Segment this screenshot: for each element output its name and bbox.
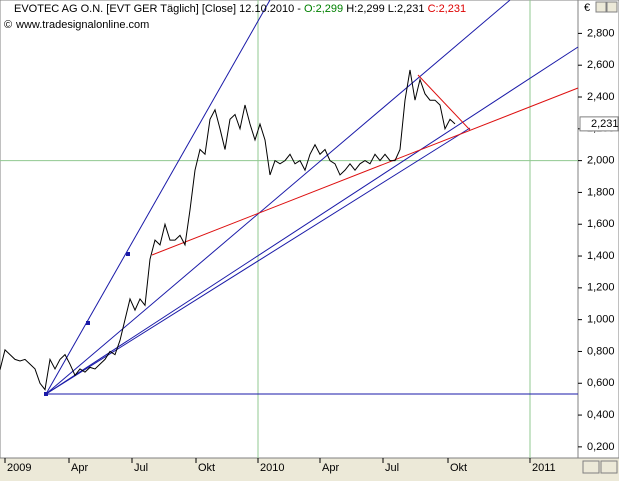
grid — [0, 0, 578, 458]
plot — [0, 69, 456, 391]
x-tick-label: Apr — [322, 462, 339, 474]
y-tick-label: 1,400 — [587, 250, 615, 262]
chart-title: EVOTEC AG O.N. [EVT GER Täglich] [Close]… — [14, 3, 466, 15]
x-tick-label: 2011 — [532, 462, 556, 474]
plot-frame — [0, 0, 579, 459]
y-tick-label: 0,200 — [587, 441, 615, 453]
anchor — [44, 392, 48, 396]
y-tick-label: 0,600 — [587, 377, 615, 389]
trend-line — [417, 74, 471, 131]
y-tick-label: 2,800 — [587, 27, 615, 39]
y-tick-label: 0,400 — [587, 409, 615, 421]
scroll-button[interactable] — [582, 460, 600, 474]
y-tick-label: 1,800 — [587, 186, 615, 198]
x-tick-label: Jul — [385, 462, 399, 474]
y-tick-label: 1,200 — [587, 282, 615, 294]
button[interactable] — [595, 1, 607, 13]
y-tick-label: 1,600 — [587, 218, 615, 230]
x-tick-label: Okt — [198, 462, 215, 474]
y-tick-label: 2,400 — [587, 91, 615, 103]
fan-line — [45, 0, 271, 395]
trend-line — [151, 87, 579, 256]
scroll-button[interactable] — [600, 460, 618, 474]
y-tick-label: 2,600 — [587, 59, 615, 71]
subtitle: www.tradesignalonline.com — [15, 19, 149, 31]
x-tick-label: Jul — [134, 462, 148, 474]
open: O:2,299 — [304, 3, 343, 15]
button[interactable] — [606, 1, 618, 13]
x-tick-label: Okt — [450, 462, 467, 474]
fan-line — [45, 46, 579, 395]
x-tick-label: 2010 — [260, 462, 284, 474]
x-tick-label: 2009 — [7, 462, 31, 474]
anchor — [126, 252, 130, 256]
anchor — [86, 321, 90, 325]
high: H:2,299 — [346, 3, 385, 15]
price-line — [0, 69, 456, 391]
subtitle-icon: © — [4, 19, 12, 31]
x-axis-panel — [0, 458, 619, 481]
y-tick-label: 2,000 — [587, 155, 615, 167]
current-price-box — [579, 116, 619, 132]
y-unit: € — [584, 2, 590, 14]
y-tick-label: 0,800 — [587, 345, 615, 357]
close: C:2,231 — [428, 3, 467, 15]
title: EVOTEC AG O.N. [EVT GER Täglich] [Close]… — [14, 3, 301, 15]
y-tick-label: 1,000 — [587, 314, 615, 326]
low: L:2,231 — [388, 3, 425, 15]
x-tick-label: Apr — [71, 462, 88, 474]
current-price-label: 2,231 — [591, 118, 619, 130]
